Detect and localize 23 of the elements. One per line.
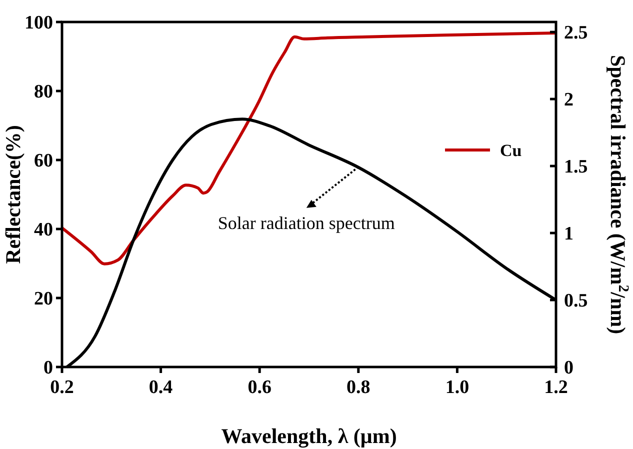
y2-tick-label: 0 <box>564 358 574 379</box>
y-tick-label: 80 <box>34 82 53 103</box>
annotation: Solar radiation spectrum <box>218 212 395 233</box>
y-tick-label: 0 <box>44 358 53 379</box>
legend-label: Cu <box>500 140 522 160</box>
x-axis-title: Wavelength, λ (μm) <box>221 424 397 448</box>
x-tick-label: 0.6 <box>248 377 272 398</box>
text: 1.0 <box>445 377 470 398</box>
y-tick-label: 100 <box>24 12 53 34</box>
x-tick-label: 0.8 <box>346 377 370 398</box>
y-tick-label: 60 <box>34 150 53 172</box>
y-axis-title: Reflectance(%) <box>1 125 25 264</box>
y2-tick-label: 1.5 <box>564 156 588 178</box>
x-tick-label: 0.2 <box>50 377 74 398</box>
x-tick-label: 0.4 <box>148 377 174 398</box>
y-tick-label: 40 <box>34 220 53 241</box>
y2-tick-label: 0.5 <box>564 290 588 312</box>
y2-tick-label: 1 <box>564 224 574 245</box>
y2-tick-label: 2 <box>564 90 574 111</box>
x-tick-label: 1.2 <box>544 377 568 398</box>
y2-tick-label: 2.5 <box>564 22 588 44</box>
y-tick-label: 20 <box>34 288 53 310</box>
line-series <box>60 32 558 266</box>
